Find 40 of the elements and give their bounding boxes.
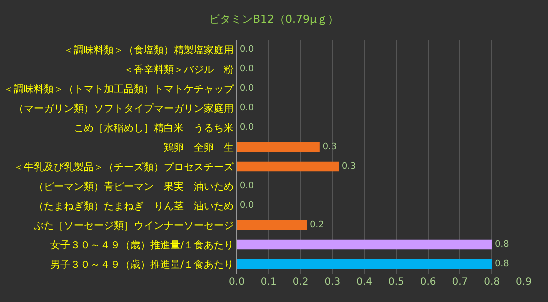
data-label: 0.2 <box>310 220 324 230</box>
x-tick-label: 0.9 <box>516 277 532 288</box>
x-tick-label: 0.5 <box>388 277 404 288</box>
data-label: 0.3 <box>342 162 356 172</box>
x-tick-label: 0.2 <box>292 277 309 288</box>
x-tick-label: 0.0 <box>229 277 245 288</box>
x-tick-label: 0.8 <box>484 277 500 288</box>
y-tick-label: こめ［水稲めし］精白米 うるち米 <box>74 122 234 134</box>
y-tick-label: ＜調味料類＞（トマト加工品類）トマトケチャップ <box>4 83 235 96</box>
y-tick-label: 鶏卵 全卵 生 <box>164 142 234 154</box>
data-label: 0.0 <box>240 181 254 192</box>
y-tick-label: 男子３０～４９（歳）推進量/１食あたり <box>50 258 234 271</box>
x-tick-label: 0.4 <box>356 277 373 288</box>
bar <box>237 162 340 172</box>
x-tick-label: 0.3 <box>324 277 341 288</box>
data-label: 0.0 <box>240 44 254 55</box>
data-label: 0.0 <box>240 122 254 133</box>
data-label: 0.3 <box>322 142 338 152</box>
data-label: 0.0 <box>240 200 254 211</box>
x-tick-label: 0.6 <box>420 277 436 288</box>
chart-title: ビタミンB12（0.79μｇ） <box>208 12 340 26</box>
y-tick-label: （たまねぎ類）たまねぎ りん茎 油いため <box>34 200 234 212</box>
y-tick-label: 女子３０～４９（歳）推進量/１食あたり <box>50 239 234 252</box>
y-tick-label: （ピーマン類）青ピーマン 果実 油いため <box>34 180 234 193</box>
y-tick-label: ぶた［ソーセージ類］ウインナーソーセージ <box>34 220 234 232</box>
bar <box>237 220 308 230</box>
bar <box>237 142 320 152</box>
data-label: 0.0 <box>240 84 254 94</box>
bar <box>237 259 492 270</box>
x-tick-label: 0.1 <box>260 277 277 288</box>
y-tick-label: ＜牛乳及び乳製品＞（チーズ類）プロセスチーズ <box>14 161 235 174</box>
y-tick-label: （マーガリン類）ソフトタイプマーガリン家庭用 <box>14 102 234 115</box>
y-tick-label: ＜香辛料類＞バジル 粉 <box>124 64 234 76</box>
data-label: 0.8 <box>495 259 510 270</box>
x-tick-label: 0.7 <box>452 277 468 288</box>
data-label: 0.8 <box>495 240 510 250</box>
data-label: 0.0 <box>240 64 254 74</box>
bar <box>237 240 492 250</box>
y-tick-label: ＜調味料類＞（食塩類）精製塩家庭用 <box>64 44 234 56</box>
data-label: 0.0 <box>240 103 254 114</box>
